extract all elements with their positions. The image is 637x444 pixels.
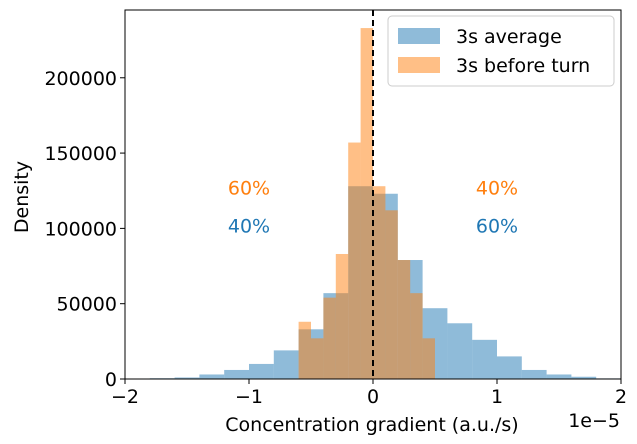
axes: −2 −1 0 1 2 0 50000 100000 150000 200000: [44, 9, 627, 408]
x-offset-label: 1e−5: [568, 410, 620, 432]
legend-label: 3s average: [456, 26, 562, 48]
percentage-annotation: 40%: [476, 178, 518, 200]
y-axis-label: Density: [11, 161, 33, 233]
x-tick-label: −2: [111, 386, 139, 408]
x-tick-label: 2: [615, 386, 627, 408]
histogram-bar-s1-7: [385, 210, 398, 379]
histogram-bar-s0-4: [224, 369, 249, 379]
histogram-bar-s1-9: [410, 293, 423, 379]
legend-box: [387, 15, 615, 87]
histogram-bar-s1-6: [373, 186, 386, 379]
percentage-annotation: 60%: [476, 215, 518, 237]
histogram-bar-s0-16: [521, 369, 547, 379]
histogram-bar-s1-4: [348, 142, 361, 379]
legend-swatch: [398, 28, 440, 44]
histogram-bar-s0-5: [249, 363, 274, 379]
histogram-bar-s1-2: [323, 297, 336, 379]
x-axis-label: Concentration gradient (a.u./s): [225, 414, 518, 436]
histogram-bar-s1-5: [360, 28, 373, 380]
y-tick-label: 150000: [44, 143, 117, 165]
annotations: 60% 40% 40% 60%: [228, 178, 518, 238]
x-tick-label: −1: [235, 386, 263, 408]
histogram-bar-s0-17: [546, 374, 572, 379]
histogram-bar-s0-6: [273, 350, 299, 379]
histogram-bar-s1-0: [298, 321, 311, 379]
legend-swatch: [398, 57, 440, 73]
legend: 3s average 3s before turn: [387, 15, 615, 87]
percentage-annotation: 40%: [228, 215, 270, 237]
histogram-bar-s1-1: [311, 338, 324, 379]
histogram-bar-s1-3: [335, 253, 349, 379]
histogram-bar-s0-2: [174, 377, 200, 379]
histogram-bar-s1-10: [422, 338, 435, 379]
histogram-bar-s0-3: [199, 374, 225, 379]
y-tick-label: 0: [105, 369, 117, 391]
percentage-annotation: 60%: [228, 178, 270, 200]
histogram-bar-s0-14: [472, 339, 497, 379]
y-tick-label: 200000: [44, 68, 117, 90]
histogram-bar-s0-18: [571, 376, 597, 379]
x-tick-label: 0: [367, 386, 379, 408]
histogram-bar-s1-8: [397, 260, 411, 379]
histogram-bar-s0-13: [447, 323, 473, 379]
legend-label: 3s before turn: [456, 55, 590, 77]
y-tick-label: 100000: [44, 218, 117, 240]
y-tick-label: 50000: [57, 294, 117, 316]
histogram-bar-s0-15: [497, 356, 522, 379]
histogram-bars: [125, 28, 621, 380]
x-tick-label: 1: [491, 386, 503, 408]
